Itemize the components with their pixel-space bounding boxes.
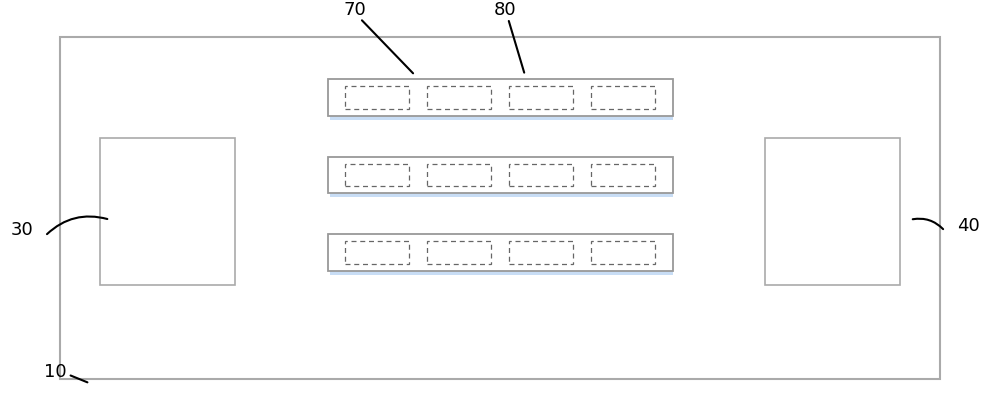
Bar [330,188,672,197]
Bar [328,157,672,193]
Bar [100,138,235,285]
Text: 40: 40 [957,217,979,235]
Bar [509,86,573,109]
Bar [427,164,491,186]
Text: 70: 70 [344,1,366,19]
Bar [591,241,655,264]
Bar [330,266,672,275]
Text: 10: 10 [44,363,66,381]
Bar [345,86,409,109]
Bar [509,241,573,264]
Bar [345,164,409,186]
Text: 80: 80 [494,1,516,19]
Bar [427,241,491,264]
Bar [765,138,900,285]
Bar [330,111,672,120]
Bar [427,86,491,109]
Bar [591,164,655,186]
Bar [328,79,672,116]
Bar [509,164,573,186]
Bar [345,241,409,264]
Bar [328,234,672,271]
Bar [591,86,655,109]
Bar [60,37,940,379]
Text: 30: 30 [11,221,33,239]
